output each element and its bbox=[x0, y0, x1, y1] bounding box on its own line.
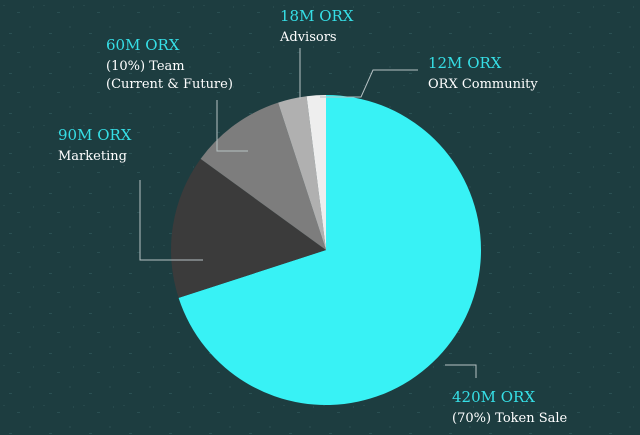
pie-slice-0 bbox=[178, 95, 482, 405]
pie-slice-4 bbox=[306, 95, 326, 250]
slice-amount-label-2: 60M ORX bbox=[106, 36, 180, 54]
pie-slice-1 bbox=[171, 158, 326, 298]
labels-layer: 420M ORX (70%) Token Sale 90M ORX Marketing… bbox=[58, 7, 568, 426]
slices-layer bbox=[171, 95, 482, 405]
slice-description-label-2-1: (Current & Future) bbox=[106, 77, 233, 92]
leader-line-2 bbox=[216, 100, 248, 152]
slice-amount-label-1: 90M ORX bbox=[58, 126, 132, 144]
slice-description-label-2-0: (10%) Team bbox=[106, 59, 185, 74]
slice-description-label-1-0: Marketing bbox=[58, 149, 127, 164]
pie-slice-2 bbox=[200, 102, 326, 250]
leader-line-4 bbox=[320, 69, 418, 98]
slice-amount-label-0: 420M ORX bbox=[452, 388, 535, 406]
slice-amount-label-4: 12M ORX bbox=[428, 54, 502, 72]
leaders-layer bbox=[139, 48, 477, 378]
slice-description-label-3-0: Advisors bbox=[279, 30, 337, 45]
leader-line-1 bbox=[139, 180, 203, 261]
slice-description-label-0-0: (70%) Token Sale bbox=[452, 411, 568, 426]
slice-description-label-4-0: ORX Community bbox=[428, 77, 538, 92]
leader-line-0 bbox=[445, 364, 477, 378]
slice-amount-label-3: 18M ORX bbox=[280, 7, 354, 25]
pie-slice-3 bbox=[278, 96, 326, 250]
